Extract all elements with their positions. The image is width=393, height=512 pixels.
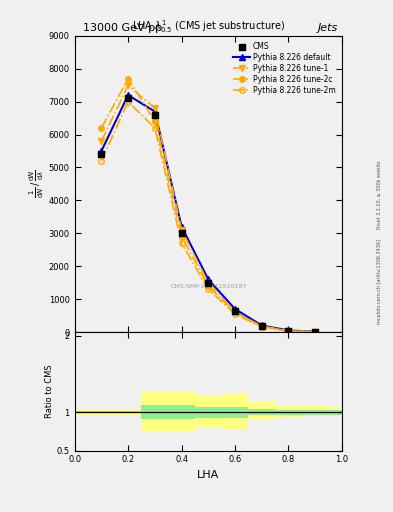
Pythia 8.226 default [313,329,318,335]
Pythia 8.226 tune-1 [99,138,104,144]
Pythia 8.226 default [99,148,104,154]
CMS [125,94,131,102]
Pythia 8.226 tune-1 [233,309,237,315]
Pythia 8.226 tune-2c [99,125,104,131]
Pythia 8.226 tune-1 [126,82,130,88]
Pythia 8.226 default [179,224,184,230]
CMS [285,327,292,335]
Pythia 8.226 default [126,92,130,98]
Pythia 8.226 tune-2c [126,76,130,82]
CMS [205,279,211,287]
Pythia 8.226 tune-2m [313,329,318,335]
Pythia 8.226 tune-1 [259,323,264,329]
X-axis label: LHA: LHA [197,470,219,480]
Pythia 8.226 tune-1 [206,280,211,286]
Line: Pythia 8.226 tune-1: Pythia 8.226 tune-1 [99,82,318,334]
Text: CMS-SMP-19-011920187: CMS-SMP-19-011920187 [170,284,246,289]
CMS [98,150,105,158]
CMS [312,328,318,336]
Text: Jets: Jets [318,23,338,33]
Pythia 8.226 tune-2c [286,328,291,334]
CMS [178,229,185,238]
Legend: CMS, Pythia 8.226 default, Pythia 8.226 tune-1, Pythia 8.226 tune-2c, Pythia 8.2: CMS, Pythia 8.226 default, Pythia 8.226 … [231,39,338,97]
Pythia 8.226 tune-2m [179,240,184,246]
Pythia 8.226 default [152,109,157,115]
Pythia 8.226 tune-2m [259,324,264,330]
Pythia 8.226 tune-2c [259,324,264,330]
Pythia 8.226 tune-2c [179,233,184,240]
Pythia 8.226 default [233,306,237,312]
Title: LHA $\lambda^{1}_{0.5}$ (CMS jet substructure): LHA $\lambda^{1}_{0.5}$ (CMS jet substru… [132,18,285,35]
Pythia 8.226 tune-2c [233,309,237,315]
Pythia 8.226 tune-2c [313,329,318,335]
Pythia 8.226 tune-1 [179,227,184,233]
Line: Pythia 8.226 default: Pythia 8.226 default [99,92,318,334]
Text: Rivet 3.1.10, ≥ 300k events: Rivet 3.1.10, ≥ 300k events [377,160,382,229]
Pythia 8.226 default [286,327,291,333]
Text: mcplots.cern.ch [arXiv:1306.3436]: mcplots.cern.ch [arXiv:1306.3436] [377,239,382,324]
Pythia 8.226 tune-1 [286,328,291,334]
Pythia 8.226 tune-2m [99,158,104,164]
Pythia 8.226 tune-2c [152,118,157,124]
Pythia 8.226 tune-2m [152,125,157,131]
CMS [259,322,265,330]
Pythia 8.226 tune-1 [313,329,318,335]
Pythia 8.226 default [259,323,264,329]
Pythia 8.226 tune-2m [206,286,211,292]
Pythia 8.226 tune-2m [126,99,130,105]
Pythia 8.226 default [206,276,211,283]
CMS [152,111,158,119]
Y-axis label: $\frac{1}{\mathrm{d}N}\,/\,\frac{\mathrm{d}N}{\mathrm{d}\lambda}$: $\frac{1}{\mathrm{d}N}\,/\,\frac{\mathrm… [28,169,46,198]
Line: Pythia 8.226 tune-2c: Pythia 8.226 tune-2c [99,76,318,335]
CMS [232,307,238,315]
Y-axis label: Ratio to CMS: Ratio to CMS [45,365,54,418]
Pythia 8.226 tune-2c [206,283,211,289]
Pythia 8.226 tune-2m [286,328,291,334]
Line: Pythia 8.226 tune-2m: Pythia 8.226 tune-2m [99,99,318,335]
Text: 13000 GeV pp: 13000 GeV pp [83,23,162,33]
Pythia 8.226 tune-2m [233,311,237,317]
Pythia 8.226 tune-1 [152,105,157,111]
